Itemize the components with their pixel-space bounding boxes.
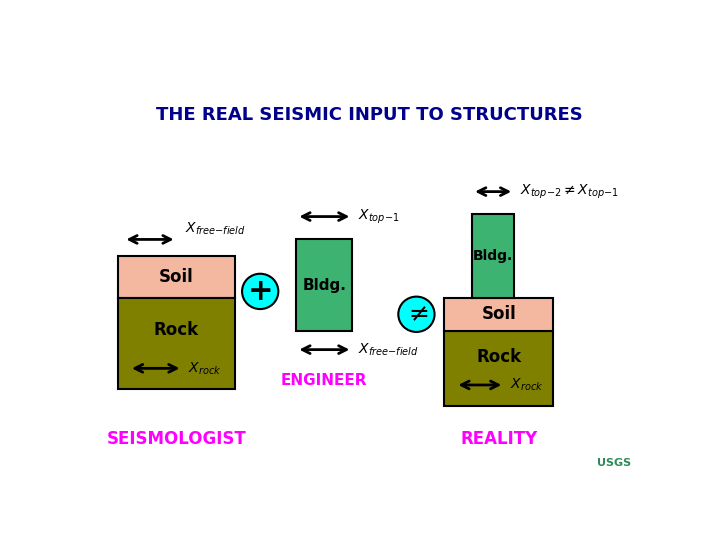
Text: $\neq$: $\neq$ xyxy=(404,302,429,326)
Bar xyxy=(444,331,553,406)
Bar xyxy=(297,239,352,331)
Text: Bldg.: Bldg. xyxy=(302,278,346,293)
Bar xyxy=(444,298,553,331)
Ellipse shape xyxy=(242,274,279,309)
Bar xyxy=(118,298,235,389)
Text: +: + xyxy=(248,277,273,306)
Text: THE REAL SEISMIC INPUT TO STRUCTURES: THE REAL SEISMIC INPUT TO STRUCTURES xyxy=(156,106,582,124)
Text: USGS: USGS xyxy=(597,458,631,468)
Text: Bldg.: Bldg. xyxy=(473,249,513,263)
Bar xyxy=(472,214,514,298)
Bar xyxy=(118,256,235,298)
Text: Rock: Rock xyxy=(476,348,521,366)
Text: $X_{free\mathsf{-}field}$: $X_{free\mathsf{-}field}$ xyxy=(185,221,246,238)
Text: $X_{free\mathsf{-}field}$: $X_{free\mathsf{-}field}$ xyxy=(358,341,418,358)
Text: $X_{rock}$: $X_{rock}$ xyxy=(510,377,543,393)
Text: SEISMOLOGIST: SEISMOLOGIST xyxy=(107,430,246,448)
Text: Soil: Soil xyxy=(482,305,516,323)
Ellipse shape xyxy=(398,296,435,332)
Text: $X_{rock}$: $X_{rock}$ xyxy=(188,360,221,376)
Text: ENGINEER: ENGINEER xyxy=(281,373,368,388)
Text: REALITY: REALITY xyxy=(460,430,537,448)
Text: $X_{top\mathsf{-}1}$: $X_{top\mathsf{-}1}$ xyxy=(358,207,400,226)
Text: $X_{top\mathsf{-}2} \neq X_{top\mathsf{-}1}$: $X_{top\mathsf{-}2} \neq X_{top\mathsf{-… xyxy=(520,183,618,201)
Text: Soil: Soil xyxy=(159,268,194,286)
Text: Rock: Rock xyxy=(154,321,199,339)
